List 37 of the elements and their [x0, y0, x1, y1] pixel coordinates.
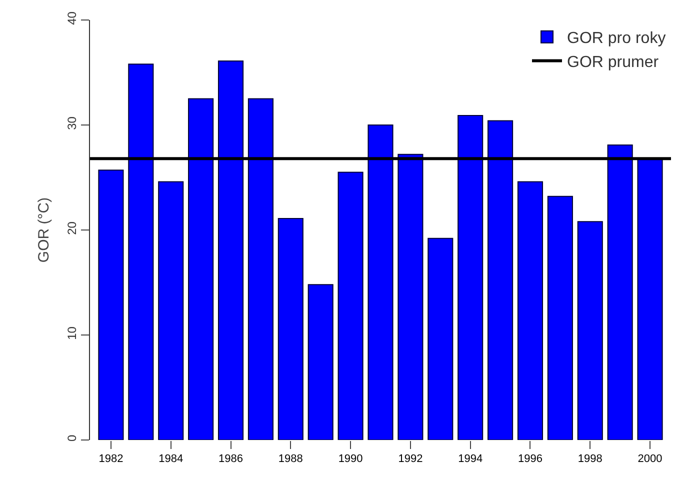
x-tick-label: 1996	[518, 453, 542, 466]
x-tick-label: 1998	[578, 453, 602, 466]
bar	[128, 64, 154, 440]
bar	[158, 181, 184, 440]
y-tick-label: 40	[65, 11, 80, 25]
x-tick-label: 1988	[278, 453, 303, 466]
legend-label: GOR pro roky	[567, 30, 666, 48]
bar	[218, 60, 244, 440]
bar	[98, 170, 124, 440]
x-tick-label: 1990	[338, 453, 363, 466]
y-tick-label: 30	[65, 116, 80, 130]
bar	[308, 284, 334, 440]
bar	[278, 218, 304, 440]
legend-label: GOR prumer	[567, 54, 660, 71]
bar	[488, 120, 514, 440]
y-axis-title: GOR (°C)	[35, 197, 52, 263]
x-tick-label: 1986	[218, 453, 243, 466]
bar	[398, 154, 424, 440]
bar	[428, 238, 454, 440]
bar	[517, 181, 544, 440]
bar	[458, 115, 484, 440]
bar	[607, 144, 633, 440]
x-tick-label: 1984	[158, 453, 184, 466]
x-tick-label: 1994	[458, 453, 483, 466]
bar	[368, 124, 394, 440]
x-tick-label: 1982	[98, 453, 124, 466]
y-tick-label: 0	[65, 434, 80, 442]
bar	[577, 221, 603, 440]
y-tick-label: 10	[65, 326, 80, 340]
y-tick-label: 20	[65, 221, 80, 235]
bar	[338, 172, 364, 440]
bar	[637, 158, 663, 440]
x-tick-label: 1992	[398, 453, 423, 466]
bar	[248, 98, 274, 440]
x-tick-label: 2000	[638, 453, 662, 466]
bar	[188, 98, 214, 440]
bar	[547, 196, 573, 440]
